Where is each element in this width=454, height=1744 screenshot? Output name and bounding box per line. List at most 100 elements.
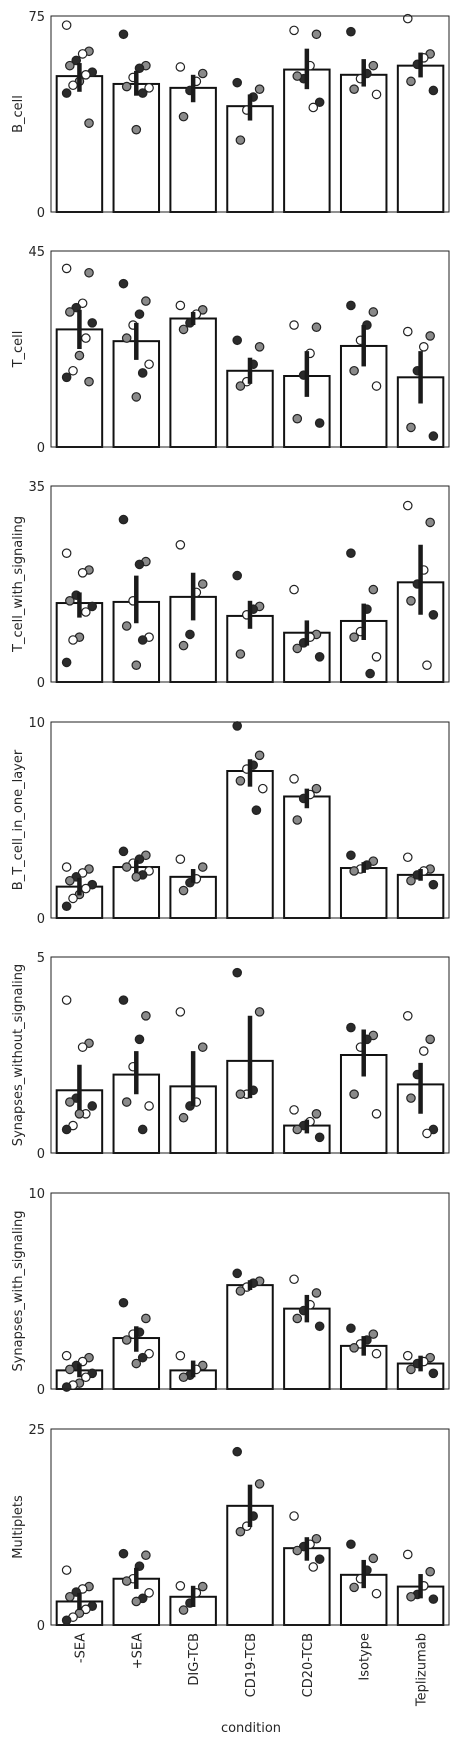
data-point (137, 635, 148, 645)
bar (226, 770, 274, 919)
data-point (131, 872, 142, 882)
data-point (406, 422, 416, 433)
data-point (289, 25, 299, 36)
x-tick-label: CD20-TCB (301, 1633, 316, 1697)
data-point (349, 1582, 359, 1593)
data-point (131, 1596, 142, 1607)
y-axis-label: Synapses_with_signaling (11, 1210, 26, 1371)
data-point (77, 298, 88, 309)
data-point (402, 1350, 413, 1361)
data-point (81, 70, 91, 80)
data-point (65, 307, 75, 317)
y-axis-label: Synapses_without_signaling (11, 964, 26, 1146)
data-point (314, 1321, 325, 1332)
y-tick-label: 25 (28, 1423, 45, 1438)
data-point (137, 368, 148, 378)
bar (226, 614, 274, 683)
data-point (406, 1093, 416, 1103)
data-point (371, 1109, 382, 1119)
y-axis-label: B_cell (11, 95, 26, 133)
data-point (425, 331, 435, 341)
data-point (254, 1007, 265, 1017)
data-point (61, 995, 72, 1005)
data-point (257, 783, 268, 794)
data-point (68, 365, 78, 376)
data-point (131, 1358, 142, 1369)
data-point (289, 1511, 299, 1521)
axes-frame (50, 250, 450, 448)
panel-synapses-without-signaling: 0 5 Synapses_without_signaling (11, 951, 450, 1162)
data-point (121, 1335, 132, 1345)
data-point (422, 660, 432, 670)
data-point (178, 111, 189, 122)
data-point (134, 559, 145, 570)
data-point (134, 1034, 145, 1045)
data-point (175, 539, 186, 550)
y-axis-label: B_T_cell_in_one_layer (11, 749, 26, 890)
data-point (235, 1089, 246, 1099)
bar (339, 867, 388, 920)
data-point (371, 89, 382, 100)
data-point (349, 365, 359, 376)
data-point (74, 1109, 85, 1119)
data-point (406, 1364, 416, 1375)
x-tick-label: Isotype (358, 1633, 373, 1681)
data-point (68, 80, 78, 91)
data-point (368, 1553, 379, 1564)
data-point (84, 267, 94, 278)
data-point (141, 1010, 151, 1021)
y-tick-label: 5 (37, 951, 45, 966)
y-tick-label: 0 (37, 206, 45, 221)
data-point (349, 1089, 359, 1099)
data-point (251, 805, 262, 815)
data-point (175, 300, 186, 311)
data-point (402, 852, 413, 863)
data-point (178, 1372, 189, 1383)
x-tick-label: Teplizumab (415, 1633, 430, 1707)
data-point (422, 1128, 432, 1139)
data-point (292, 413, 303, 424)
data-point (349, 1343, 359, 1353)
data-point (121, 81, 132, 92)
data-point (141, 1550, 151, 1561)
data-point (402, 326, 413, 337)
data-point (61, 1124, 72, 1135)
data-point (311, 783, 322, 794)
data-point (425, 517, 435, 528)
data-point (134, 309, 145, 319)
data-point (289, 584, 299, 595)
data-point (134, 63, 145, 74)
data-point (235, 381, 246, 391)
data-point (368, 307, 379, 317)
data-point (87, 1101, 98, 1111)
data-point (289, 1105, 299, 1115)
data-point (178, 1112, 189, 1123)
data-point (118, 514, 129, 525)
data-point (425, 1034, 435, 1045)
panel-b-t-cell-in-one-layer: 0 10 B_T_cell_in_one_layer (11, 716, 450, 927)
data-point (118, 1548, 129, 1559)
panel-multiplets: 0 25 Multiplets -SEA +SEA DIG-TCB CD19-TCB CD20… (11, 1423, 450, 1707)
data-point (314, 1132, 325, 1143)
data-point (74, 350, 85, 361)
data-point (368, 584, 379, 595)
data-point (121, 1097, 132, 1107)
y-tick-label: 0 (37, 1383, 45, 1398)
y-axis-label: T_cell (11, 331, 26, 369)
bar (112, 82, 161, 213)
bar (283, 68, 331, 213)
data-point (178, 1605, 189, 1615)
data-point (235, 649, 246, 659)
data-point (84, 118, 94, 128)
data-point (118, 1297, 129, 1308)
data-point (402, 500, 413, 511)
data-point (346, 850, 356, 861)
data-point (289, 774, 299, 784)
data-point (118, 278, 129, 289)
data-point (137, 1124, 148, 1135)
data-point (232, 967, 242, 978)
data-point (61, 88, 72, 98)
axes-frame (50, 1192, 450, 1390)
data-point (418, 1046, 429, 1056)
